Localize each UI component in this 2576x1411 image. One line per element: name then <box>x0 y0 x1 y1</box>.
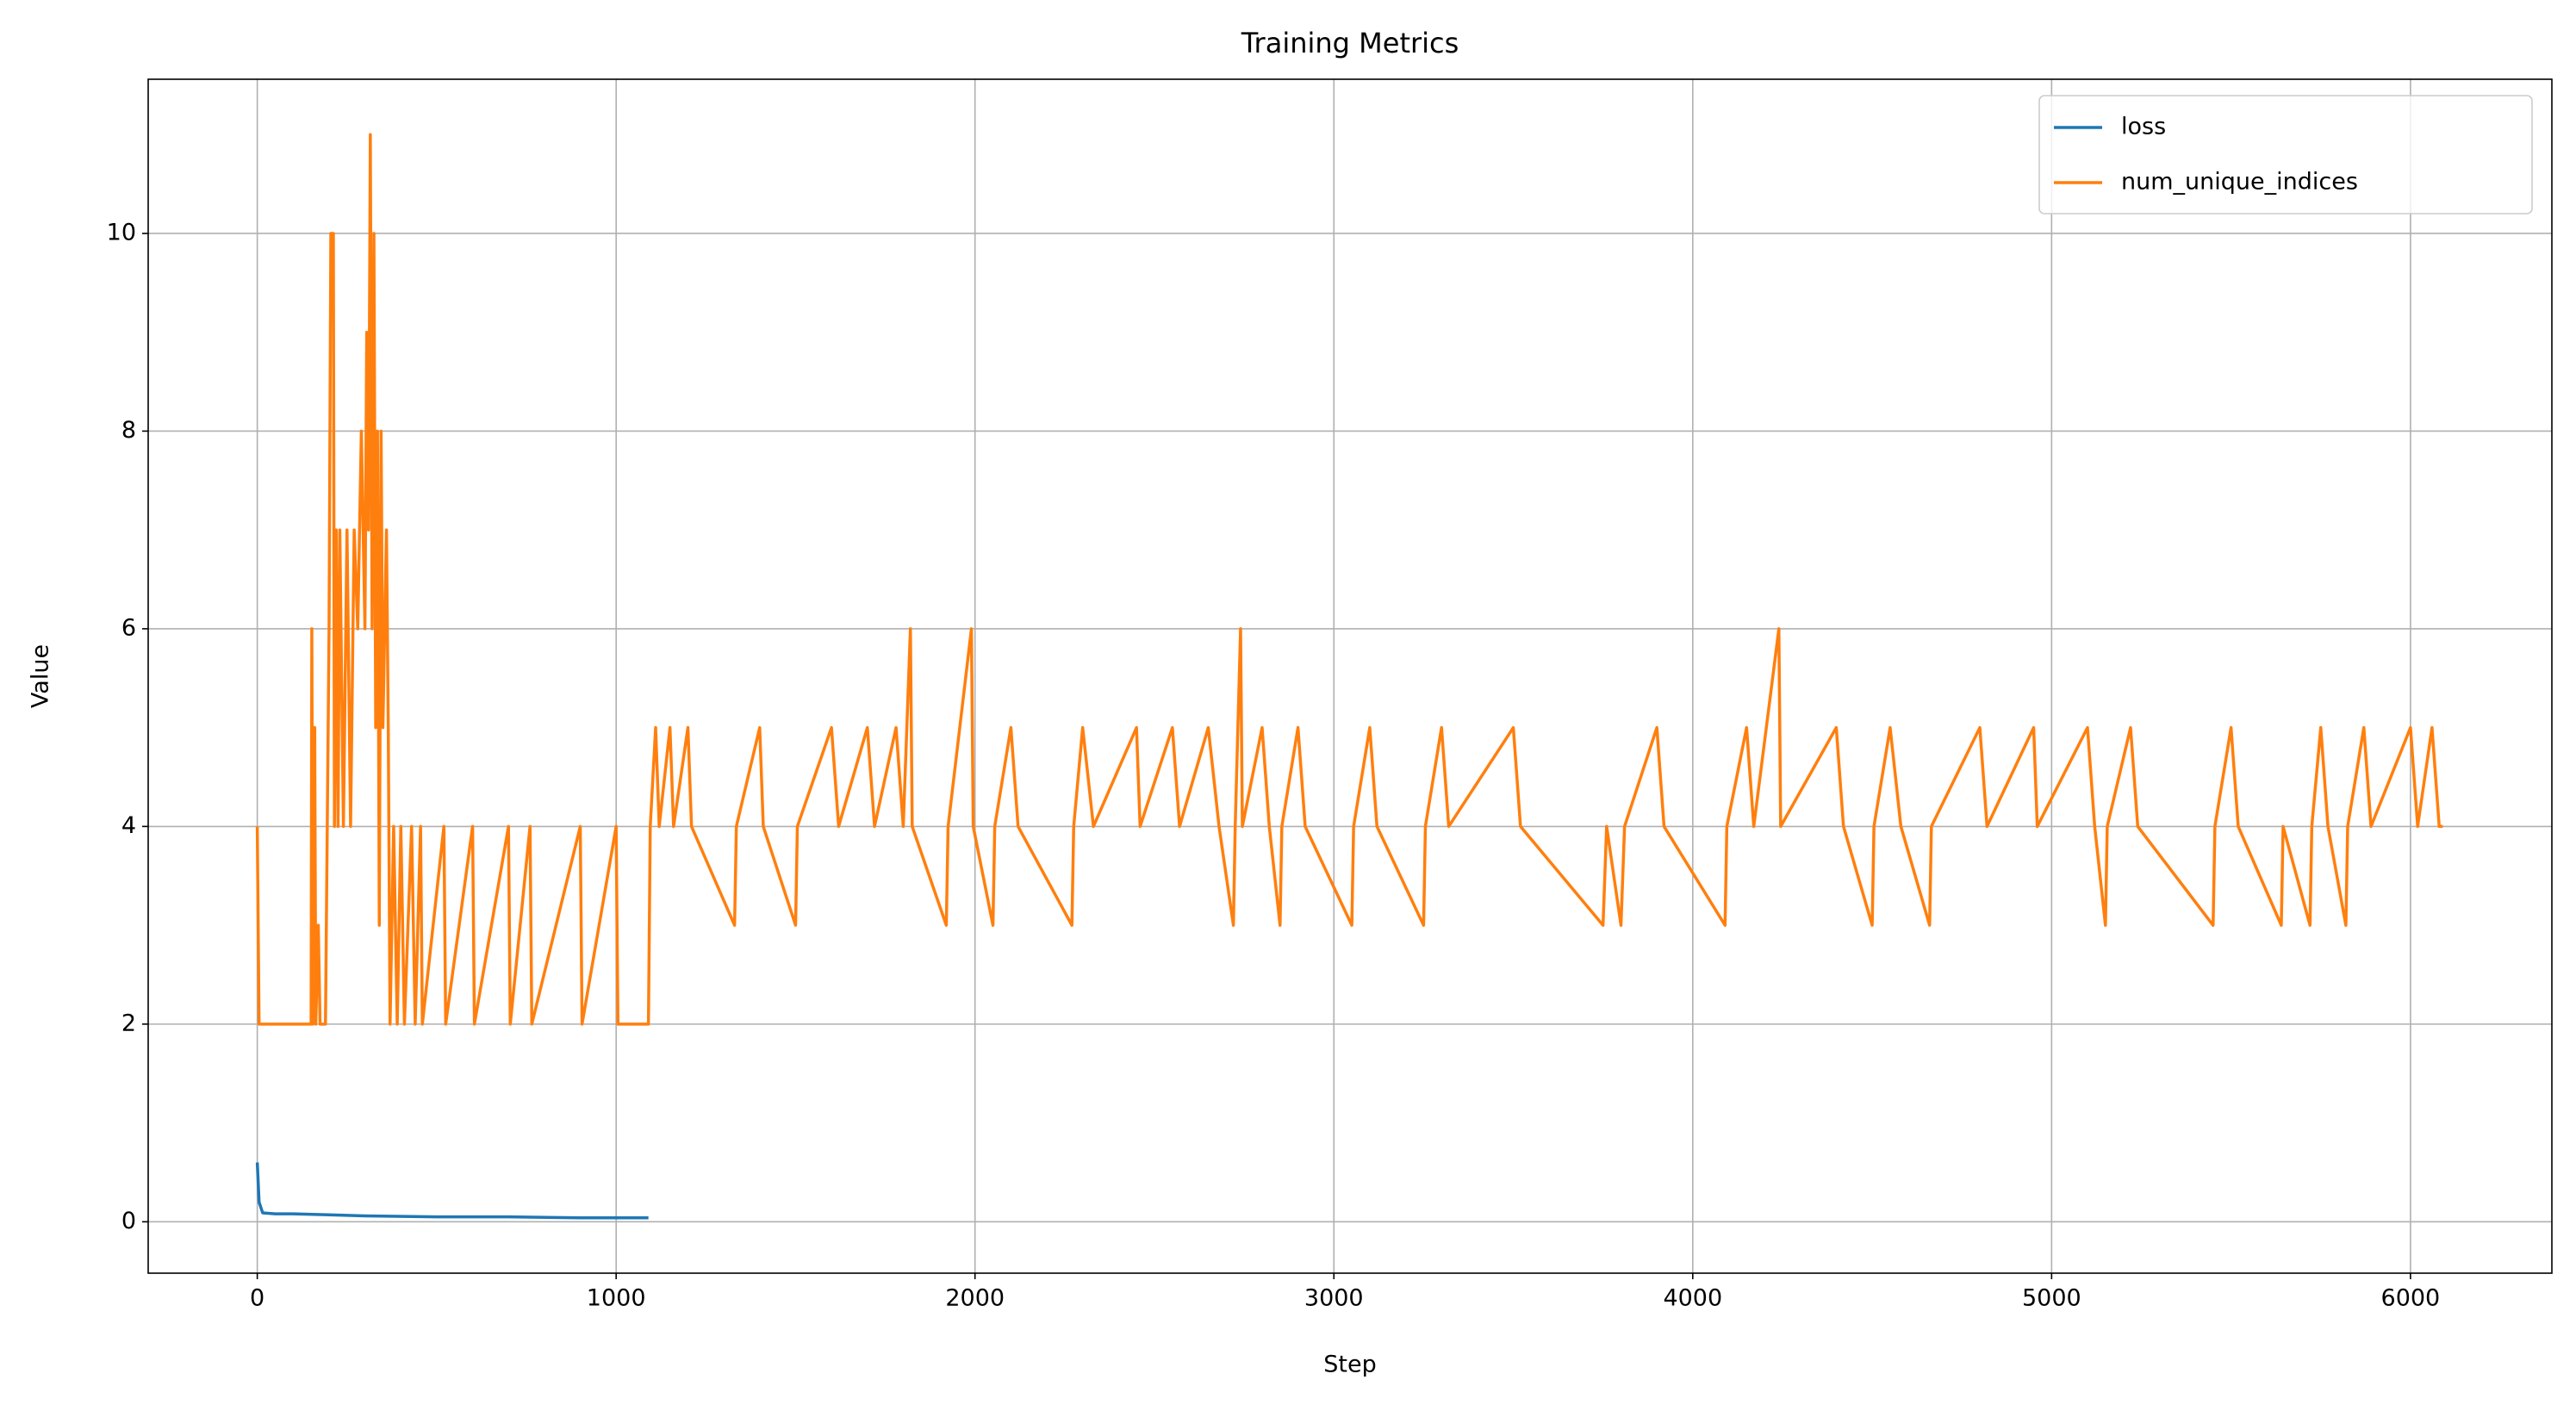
plot-frame <box>147 78 2553 1274</box>
x-tick-label: 4000 <box>1663 1285 1722 1312</box>
x-tick-label: 5000 <box>2022 1285 2081 1312</box>
y-tick-label: 10 <box>107 219 136 246</box>
x-tick-label: 3000 <box>1304 1285 1364 1312</box>
x-tick-label: 6000 <box>2381 1285 2441 1312</box>
y-tick-label: 0 <box>121 1208 136 1234</box>
series-line <box>255 1162 649 1220</box>
chart-title: Training Metrics <box>1241 27 1459 59</box>
x-tick-label: 1000 <box>587 1285 646 1312</box>
series-line <box>255 133 2443 1026</box>
legend-label: num_unique_indices <box>2121 169 2358 196</box>
y-tick-label: 8 <box>121 417 136 444</box>
x-tick-label: 2000 <box>945 1285 1005 1312</box>
legend-box <box>2038 95 2533 214</box>
y-tick-label: 6 <box>121 614 136 641</box>
x-tick-label: 0 <box>250 1285 264 1312</box>
x-axis-label: Step <box>1323 1352 1376 1378</box>
legend-label: loss <box>2121 114 2166 140</box>
y-tick-label: 2 <box>121 1010 136 1036</box>
y-axis-label: Value <box>28 644 54 708</box>
y-tick-label: 4 <box>121 812 136 839</box>
